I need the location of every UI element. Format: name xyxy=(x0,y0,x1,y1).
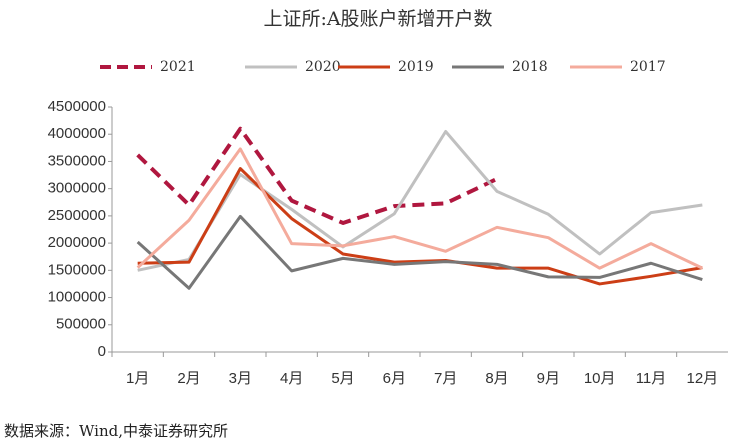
y-tick-label: 4000000 xyxy=(48,125,106,142)
x-tick-label: 10月 xyxy=(584,370,616,387)
x-tick-label: 5月 xyxy=(331,370,354,387)
legend-label: 2019 xyxy=(398,59,434,75)
legend-label: 2021 xyxy=(160,59,196,75)
x-tick-label: 2月 xyxy=(177,370,200,387)
x-tick-label: 1月 xyxy=(126,370,149,387)
legend-label: 2017 xyxy=(630,59,666,75)
series-line xyxy=(137,167,703,286)
series-line xyxy=(136,147,703,270)
y-tick-label: 1500000 xyxy=(48,261,106,278)
y-tick-label: 2500000 xyxy=(48,207,106,224)
y-tick-label: 4500000 xyxy=(48,98,106,115)
series-line xyxy=(137,130,703,272)
y-tick-label: 3500000 xyxy=(48,152,106,169)
x-tick-label: 12月 xyxy=(686,370,718,387)
y-tick-label: 2000000 xyxy=(48,234,106,251)
y-tick-label: 0 xyxy=(98,343,106,360)
legend-label: 2018 xyxy=(512,59,548,75)
chart-title: 上证所:A股账户新增开户数 xyxy=(263,8,492,30)
x-tick-label: 7月 xyxy=(434,370,457,387)
source-note: 数据来源：Wind,中泰证券研究所 xyxy=(4,422,228,440)
series-line xyxy=(136,214,703,290)
x-tick-label: 3月 xyxy=(229,370,252,387)
x-tick-label: 8月 xyxy=(485,370,508,387)
x-tick-label: 9月 xyxy=(537,370,560,387)
x-tick-label: 4月 xyxy=(280,370,303,387)
y-tick-label: 500000 xyxy=(56,316,106,333)
x-tick-label: 6月 xyxy=(383,370,406,387)
series-line xyxy=(136,126,498,225)
y-tick-label: 1000000 xyxy=(48,289,106,306)
x-tick-label: 11月 xyxy=(636,370,667,387)
y-tick-label: 3000000 xyxy=(48,180,106,197)
legend-label: 2020 xyxy=(305,59,341,75)
